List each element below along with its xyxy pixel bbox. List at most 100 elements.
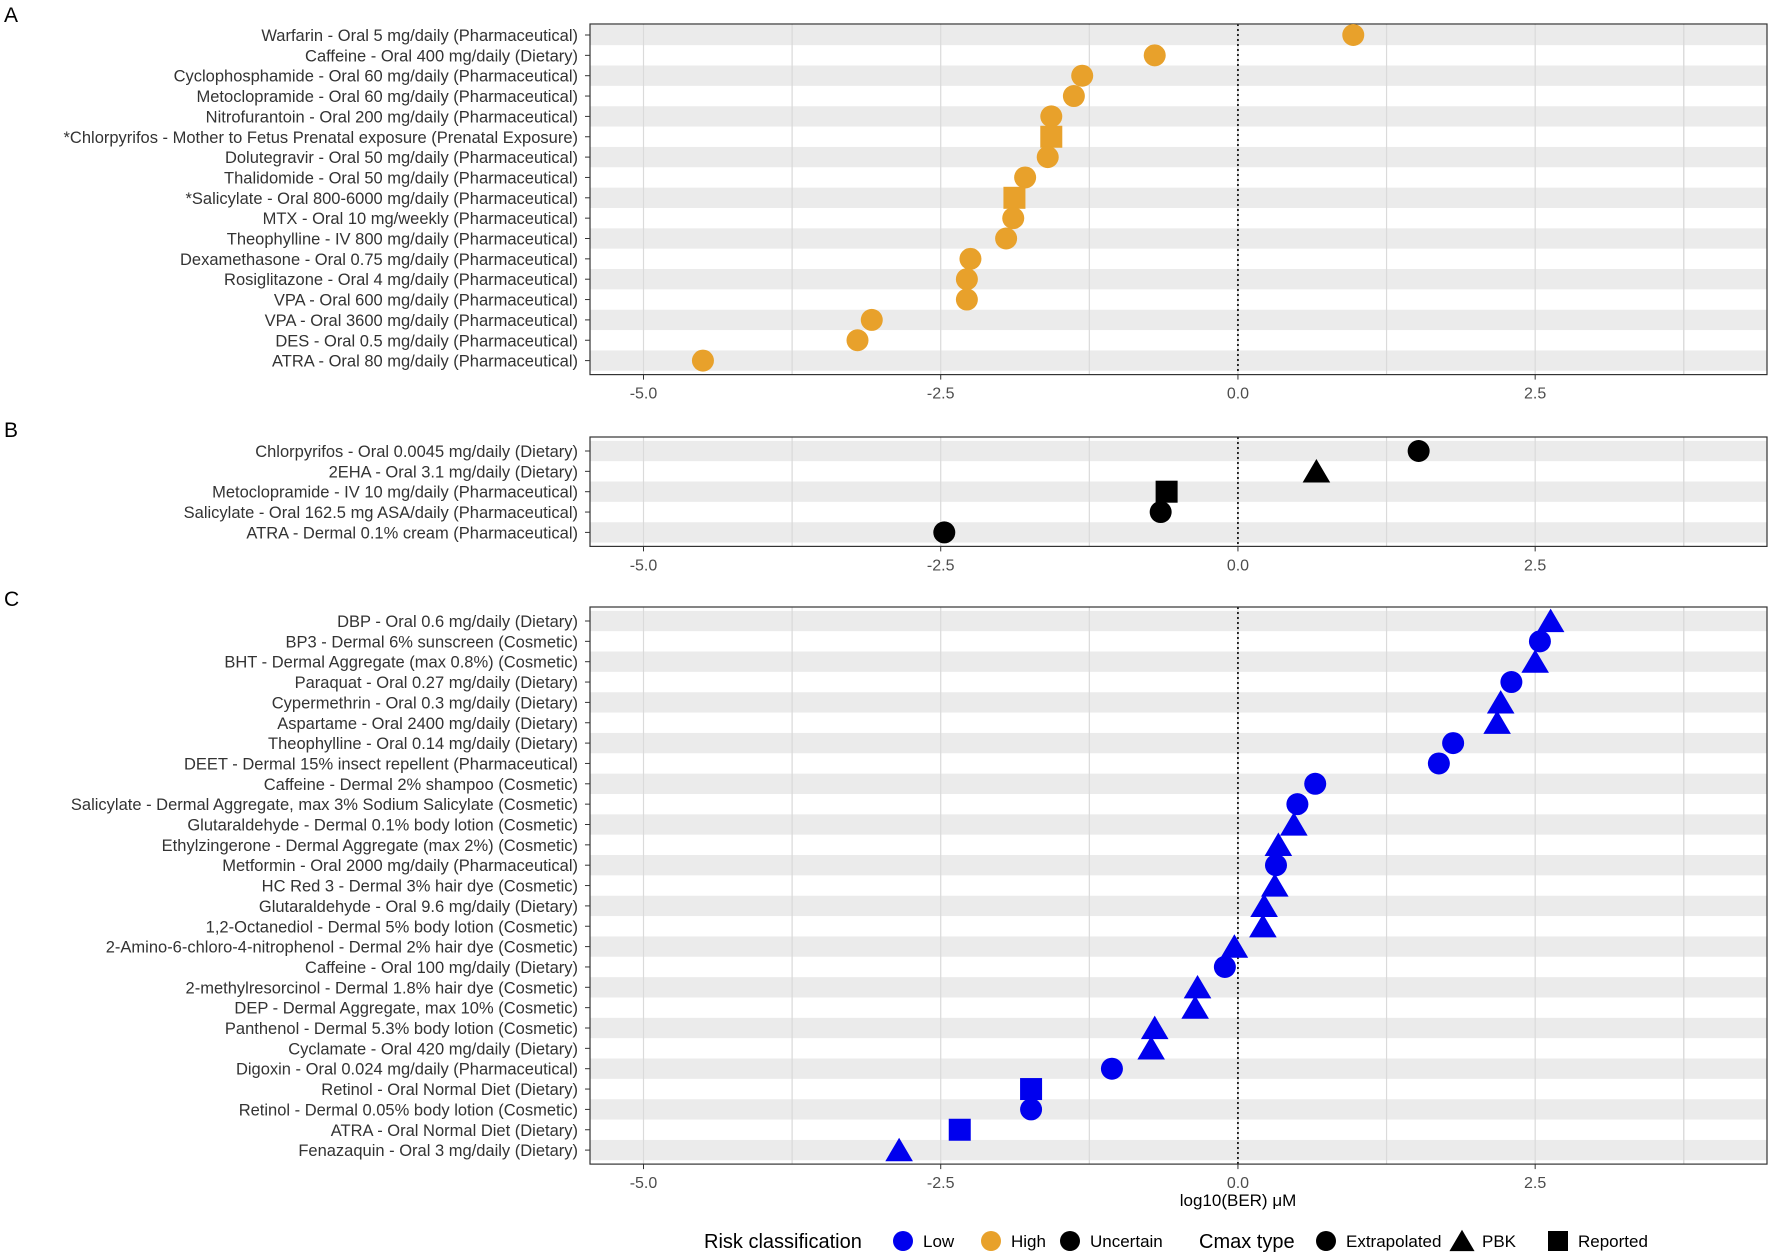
category-label: Digoxin - Oral 0.024 mg/daily (Pharmaceu… [236, 1061, 578, 1079]
panel-letter-c: C [4, 588, 19, 611]
category-label: 2-Amino-6-chloro-4-nitrophenol - Dermal … [106, 939, 578, 957]
row-stripe [590, 309, 1767, 331]
category-label: DBP - Oral 0.6 mg/daily (Dietary) [337, 613, 578, 631]
category-label: BHT - Dermal Aggregate (max 0.8%) (Cosme… [224, 654, 578, 672]
legend-key-pbk [1449, 1229, 1475, 1252]
row-stripe [590, 1017, 1767, 1039]
category-label: Caffeine - Oral 400 mg/daily (Dietary) [305, 47, 578, 65]
category-label: Panthenol - Dermal 5.3% body lotion (Cos… [225, 1020, 578, 1038]
data-point [1155, 480, 1178, 503]
category-label: Cyclamate - Oral 420 mg/daily (Dietary) [288, 1040, 578, 1058]
legend-risk-title: Risk classification [704, 1231, 862, 1253]
category-label: Theophylline - Oral 0.14 mg/daily (Dieta… [268, 735, 578, 753]
x-tick-label: 2.5 [1524, 557, 1546, 574]
data-point [1140, 1015, 1169, 1040]
data-point [1407, 440, 1430, 462]
legend-label-extrapolated: Extrapolated [1346, 1232, 1441, 1251]
legend-cmax-title: Cmax type [1199, 1231, 1295, 1253]
category-label: VPA - Oral 600 mg/daily (Pharmaceutical) [274, 292, 578, 310]
x-tick-label: 0.0 [1227, 386, 1249, 403]
panel-c: C log10(BER) μM DBP - Oral 0.6 mg/daily … [4, 588, 1768, 1210]
data-point [955, 288, 978, 311]
row-stripe [590, 481, 1767, 502]
data-point [860, 308, 883, 331]
data-point [1304, 772, 1327, 795]
category-label: Dexamethasone - Oral 0.75 mg/daily (Phar… [180, 251, 578, 269]
category-label: Cypermethrin - Oral 0.3 mg/daily (Dietar… [272, 694, 578, 712]
data-point [1427, 752, 1450, 775]
row-stripe [590, 24, 1767, 46]
legend-key-reported [1548, 1231, 1568, 1251]
row-stripe [590, 773, 1767, 794]
category-label: Fenazaquin - Oral 3 mg/daily (Dietary) [298, 1142, 578, 1160]
data-point [1264, 854, 1287, 877]
category-label: Metoclopramide - Oral 60 mg/daily (Pharm… [197, 88, 578, 106]
row-stripe [590, 936, 1767, 957]
x-tick-label: 0.0 [1227, 1175, 1249, 1192]
data-point [995, 227, 1018, 250]
data-point [1183, 974, 1212, 999]
data-point [1342, 24, 1365, 46]
category-label: Theophylline - IV 800 mg/daily (Pharmace… [227, 231, 578, 249]
panel-b: B Chlorpyrifos - Oral 0.0045 mg/daily (D… [4, 419, 1768, 574]
x-tick-label: -5.0 [630, 386, 658, 403]
row-stripe [590, 440, 1767, 462]
row-stripe [590, 1139, 1767, 1161]
data-point [1149, 501, 1172, 524]
category-label: Warfarin - Oral 5 mg/daily (Pharmaceutic… [261, 27, 578, 45]
row-stripe [590, 522, 1767, 543]
category-label: DEP - Dermal Aggregate, max 10% (Cosmeti… [234, 1000, 578, 1018]
row-stripe [590, 814, 1767, 835]
data-point [959, 247, 982, 270]
data-point [955, 268, 978, 291]
category-label: Thalidomide - Oral 50 mg/daily (Pharmace… [224, 169, 578, 187]
category-label: MTX - Oral 10 mg/weekly (Pharmaceutical) [263, 210, 578, 228]
row-stripe [590, 1099, 1767, 1120]
x-tick-label: 2.5 [1524, 1175, 1546, 1192]
data-point [1483, 710, 1511, 734]
row-stripe [590, 610, 1767, 632]
legend-label-pbk: PBK [1482, 1232, 1517, 1251]
row-stripe [590, 692, 1767, 713]
legend-label-reported: Reported [1578, 1232, 1648, 1251]
legend-key-uncertain [1060, 1231, 1080, 1251]
category-label: 1,2-Octanediol - Dermal 5% body lotion (… [206, 918, 578, 936]
legend-label-low: Low [923, 1232, 955, 1251]
category-label: *Salicylate - Oral 800-6000 mg/daily (Ph… [185, 190, 578, 208]
data-point [1137, 1036, 1165, 1060]
data-point [1250, 893, 1278, 917]
x-tick-label: -5.0 [630, 1175, 658, 1192]
category-label: 2EHA - Oral 3.1 mg/daily (Dietary) [329, 463, 578, 481]
category-label: Salicylate - Oral 162.5 mg ASA/daily (Ph… [184, 504, 578, 522]
row-stripe [590, 146, 1767, 168]
category-label: Glutaraldehyde - Dermal 0.1% body lotion… [187, 817, 578, 835]
panel-border [589, 23, 1768, 376]
data-point [1003, 186, 1026, 209]
category-label: ATRA - Dermal 0.1% cream (Pharmaceutical… [246, 524, 578, 542]
data-point [1020, 1078, 1043, 1101]
panel-letter-b: B [4, 419, 18, 442]
category-label: Caffeine - Dermal 2% shampoo (Cosmetic) [264, 776, 578, 794]
category-label: *Chlorpyrifos - Mother to Fetus Prenatal… [64, 129, 578, 147]
panel-a: A Warfarin - Oral 5 mg/daily (Pharmaceut… [4, 4, 1768, 403]
category-label: VPA - Oral 3600 mg/daily (Pharmaceutical… [265, 312, 578, 330]
data-point [1040, 125, 1063, 148]
legend-key-extrapolated [1316, 1231, 1336, 1251]
legend-label-high: High [1011, 1232, 1046, 1251]
category-label: Metoclopramide - IV 10 mg/daily (Pharmac… [212, 484, 578, 502]
category-label: Dolutegravir - Oral 50 mg/daily (Pharmac… [225, 149, 578, 167]
data-point [1261, 873, 1289, 897]
data-point [1071, 64, 1094, 87]
data-point [1100, 1057, 1123, 1080]
category-label: ATRA - Oral Normal Diet (Dietary) [331, 1122, 578, 1140]
data-point [1500, 671, 1523, 694]
data-point [1220, 934, 1249, 958]
data-point [1286, 793, 1309, 816]
category-label: Retinol - Dermal 0.05% body lotion (Cosm… [239, 1101, 578, 1119]
category-label: Retinol - Oral Normal Diet (Dietary) [321, 1081, 578, 1099]
category-label: Cyclophosphamide - Oral 60 mg/daily (Pha… [174, 68, 578, 86]
category-label: 2-methylresorcinol - Dermal 1.8% hair dy… [186, 979, 578, 997]
legend-label-uncertain: Uncertain [1090, 1232, 1163, 1251]
data-point [948, 1118, 971, 1141]
